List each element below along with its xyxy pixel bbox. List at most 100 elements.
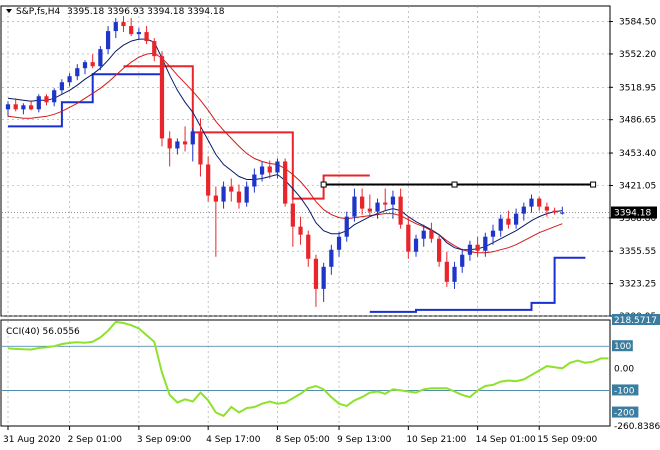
bullish-candle	[82, 62, 88, 69]
bearish-candle	[129, 26, 134, 35]
cci-level-badge	[612, 340, 633, 352]
bullish-candle	[21, 105, 26, 110]
bullish-candle	[98, 49, 103, 67]
bearish-candle	[506, 218, 511, 225]
bearish-candle	[152, 41, 157, 57]
cci-level-badge	[612, 384, 639, 396]
bullish-candle	[336, 236, 342, 250]
price-tick-label: 3323.25	[619, 280, 656, 290]
bullish-candle	[483, 236, 488, 251]
cci-tick-label: 100	[614, 342, 631, 352]
price-tick-label: 3518.95	[619, 83, 656, 93]
moving-average-lines	[7, 38, 563, 254]
time-tick-label: 14 Sep 01:00	[476, 435, 536, 445]
bearish-candle	[267, 166, 272, 173]
bullish-candle	[221, 186, 226, 202]
bearish-candle	[360, 196, 365, 209]
bullish-candle	[275, 161, 280, 173]
bearish-candle	[229, 186, 234, 192]
bearish-candle	[198, 131, 203, 165]
resistance-line	[320, 181, 597, 188]
bearish-candle	[144, 32, 149, 42]
trailing-stop-red-line	[123, 65, 370, 200]
bearish-candle	[367, 208, 372, 212]
symbol-label: S&P,fs,H4	[16, 7, 61, 17]
bullish-candle	[375, 202, 380, 212]
bullish-candle	[244, 186, 249, 203]
bullish-candle	[498, 218, 503, 231]
bearish-candle	[552, 210, 557, 213]
bearish-candle	[313, 258, 319, 289]
bullish-candle	[490, 230, 496, 237]
candlesticks	[5, 16, 565, 307]
bullish-candle	[460, 254, 465, 267]
collapse-triangle-icon[interactable]	[6, 9, 12, 13]
bearish-candle	[182, 141, 188, 145]
bearish-candle	[121, 22, 126, 27]
cci-tick-label: -260.8386	[614, 422, 660, 432]
bearish-candle	[306, 234, 311, 259]
time-tick-label: 9 Sep 13:00	[337, 435, 392, 445]
bearish-candle	[537, 198, 542, 207]
trailing-stop-lines	[8, 65, 586, 313]
bearish-candle	[383, 202, 388, 205]
bullish-candle	[36, 96, 41, 110]
bullish-candle	[321, 266, 326, 289]
bearish-candle	[90, 62, 95, 67]
cci-level-badge	[612, 314, 660, 325]
price-tick-label: 3486.65	[619, 116, 656, 126]
slow-moving-average-line	[7, 52, 563, 254]
bearish-candle	[437, 238, 442, 262]
price-axis-labels: 3584.50 3552.20 3518.95 3486.65 3453.40 3421.…	[609, 18, 656, 322]
time-tick-label: 4 Sep 17:00	[206, 435, 261, 445]
bearish-candle	[398, 196, 403, 225]
bullish-candle	[113, 22, 118, 32]
bullish-candle	[390, 196, 396, 205]
bearish-candle	[159, 56, 165, 139]
bearish-candle	[429, 230, 434, 239]
bearish-candle	[206, 164, 211, 196]
time-axis-labels: 31 Aug 2020 2 Sep 01:00 3 Sep 09:00 4 Sep 1…	[3, 426, 598, 445]
trailing-stop-blue-line-2	[369, 256, 586, 313]
bearish-candle	[236, 191, 242, 203]
bullish-candle	[175, 141, 180, 149]
time-tick-label: 31 Aug 2020	[3, 435, 61, 445]
bearish-candle	[28, 105, 34, 110]
bullish-candle	[75, 68, 80, 77]
time-tick-label: 10 Sep 21:00	[406, 435, 466, 445]
bearish-candle	[444, 261, 449, 282]
bearish-candle	[13, 104, 18, 110]
trailing-stop-blue-line	[8, 73, 162, 128]
time-tick-label: 2 Sep 01:00	[68, 435, 123, 445]
cci-level-lines	[2, 345, 609, 391]
bullish-candle	[52, 90, 57, 103]
bearish-candle	[167, 138, 172, 149]
bullish-candle	[421, 230, 426, 239]
bullish-candle	[413, 238, 419, 252]
bullish-candle	[59, 82, 65, 91]
bearish-candle	[213, 195, 218, 202]
bullish-candle	[513, 213, 519, 225]
bullish-candle	[105, 31, 111, 50]
time-tick-label: 8 Sep 05:00	[275, 435, 330, 445]
bullish-candle	[521, 206, 526, 214]
bullish-candle	[136, 32, 141, 35]
price-tick-label: 3421.05	[619, 182, 656, 192]
cci-plot-frame	[0, 319, 611, 427]
cci-level-badge	[612, 406, 639, 418]
price-tick-label: 3453.40	[619, 149, 656, 159]
bullish-candle	[67, 76, 72, 83]
bearish-candle	[544, 206, 550, 211]
cci-tick-label: 218.5717	[614, 316, 657, 326]
cci-tick-label: -200	[614, 409, 635, 419]
bearish-candle	[406, 224, 411, 252]
main-plot-frame	[0, 5, 611, 317]
cci-indicator-label: CCI(40) 56.0556	[6, 327, 80, 337]
cci-series-path	[7, 320, 609, 418]
bullish-candle	[529, 198, 534, 207]
bullish-candle	[452, 266, 457, 282]
bullish-candle	[329, 249, 334, 267]
bearish-candle	[290, 203, 295, 227]
price-tick-label: 3355.55	[619, 247, 656, 257]
